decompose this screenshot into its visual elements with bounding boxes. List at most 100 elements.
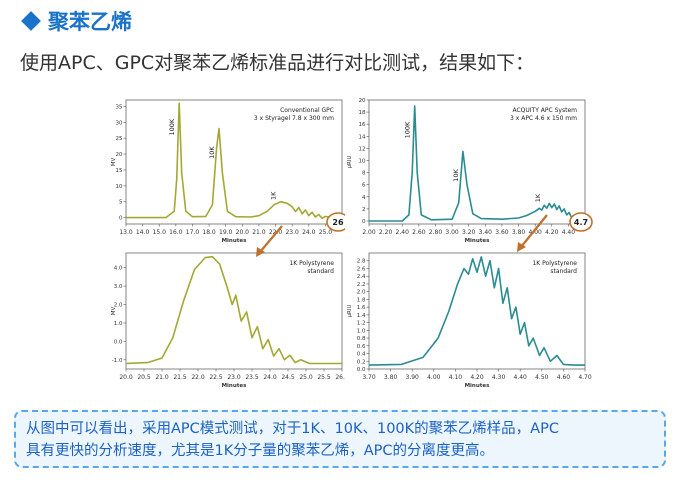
y-tick-label: 2.0 bbox=[114, 303, 123, 309]
run-time-badge bbox=[569, 212, 593, 232]
legend-entry: 1K Polystyrene bbox=[289, 260, 334, 267]
y-tick-label: 2.8 bbox=[357, 259, 366, 265]
y-axis-label: µRIU bbox=[347, 156, 353, 169]
x-tick-label: 2.20 bbox=[379, 229, 393, 236]
y-axis-label: µRIU bbox=[347, 305, 353, 318]
x-tick-label: 4.30 bbox=[492, 374, 506, 381]
y-tick-label: 2.0 bbox=[357, 290, 366, 296]
y-tick-label: 1.8 bbox=[357, 297, 366, 303]
gpc-full-chart: 13.014.015.016.017.018.019.020.021.022.0… bbox=[110, 96, 350, 248]
y-tick-label: 0.0 bbox=[357, 367, 366, 373]
y-tick-label: 3.0 bbox=[114, 284, 123, 290]
legend-entry: 1K Polystyrene bbox=[532, 260, 577, 267]
x-tick-label: 4.00 bbox=[427, 374, 441, 381]
x-tick-label: 21.0 bbox=[252, 229, 266, 236]
x-tick-label: 23.0 bbox=[227, 374, 241, 381]
y-tick-label: 2 bbox=[362, 207, 366, 213]
y-tick-label: 1.2 bbox=[357, 321, 366, 327]
x-tick-label: 17.0 bbox=[186, 229, 200, 236]
y-tick-label: 1.0 bbox=[114, 321, 123, 327]
y-tick-label: 2.6 bbox=[357, 266, 366, 272]
y-tick-label: 0 bbox=[119, 216, 123, 222]
y-tick-label: -1.0 bbox=[112, 358, 123, 364]
y-tick-label: 2.2 bbox=[357, 282, 366, 288]
zoom-arrow-apc bbox=[520, 214, 548, 248]
x-tick-label: 2.40 bbox=[396, 229, 410, 236]
zoom-arrowhead-gpc bbox=[256, 247, 265, 257]
x-tick-label: 21.0 bbox=[155, 374, 169, 381]
chromatogram-trace bbox=[368, 256, 585, 366]
x-axis-label: Minutes bbox=[465, 238, 491, 244]
y-tick-label: 35 bbox=[116, 104, 123, 110]
x-tick-label: 20.5 bbox=[137, 374, 151, 381]
y-tick-label: 0.4 bbox=[357, 352, 366, 358]
x-tick-label: 24.0 bbox=[302, 229, 316, 236]
legend-entry: ACQUITY APC System bbox=[512, 107, 577, 114]
x-axis-label: Minutes bbox=[222, 383, 248, 389]
chromatogram-trace bbox=[369, 105, 586, 222]
x-tick-label: 4.20 bbox=[470, 374, 484, 381]
x-tick-label: 26.0 bbox=[335, 374, 349, 381]
conclusion-line-2: 具有更快的分析速度，尤其是1K分子量的聚苯乙烯，APC的分离度更高。 bbox=[26, 443, 495, 459]
x-tick-label: 3.00 bbox=[445, 229, 459, 236]
x-axis-label: Minutes bbox=[465, 383, 491, 389]
x-tick-label: 3.80 bbox=[512, 229, 526, 236]
legend-entry: Conventional GPC bbox=[280, 107, 334, 114]
x-tick-label: 4.00 bbox=[528, 229, 542, 236]
y-tick-label: 1.4 bbox=[357, 313, 366, 319]
x-tick-label: 19.0 bbox=[219, 229, 233, 236]
legend-entry: standard bbox=[307, 268, 334, 275]
y-tick-label: 10 bbox=[116, 184, 123, 190]
x-tick-label: 16.0 bbox=[169, 229, 183, 236]
x-tick-label: 24.0 bbox=[263, 374, 277, 381]
x-tick-label: 25.5 bbox=[317, 374, 331, 381]
x-tick-label: 18.0 bbox=[202, 229, 216, 236]
x-tick-label: 4.40 bbox=[562, 229, 576, 236]
y-tick-label: 18 bbox=[359, 110, 366, 116]
zoom-arrowhead-apc bbox=[517, 242, 526, 252]
y-tick-label: 5 bbox=[119, 200, 123, 206]
gpc-1k-chart: 20.0 20.5 21.0 21.5 22.0 22.5 23.0 23.5 24.0 24.5… bbox=[110, 249, 350, 389]
y-axis-label: MV bbox=[111, 307, 117, 316]
legend-entry: standard bbox=[550, 268, 577, 275]
x-tick-label: 21.5 bbox=[173, 374, 187, 381]
y-tick-label: 0.8 bbox=[357, 336, 366, 342]
y-tick-label: 16 bbox=[359, 122, 366, 128]
x-tick-label: 3.90 bbox=[406, 374, 420, 381]
x-tick-label: 22.0 bbox=[191, 374, 205, 381]
x-tick-label: 20.0 bbox=[236, 229, 250, 236]
x-tick-label: 22.5 bbox=[209, 374, 223, 381]
apc-1k-chart: 3.70 3.80 3.90 4.00 4.10 4.20 4.30 4.40 4.50 4.60… bbox=[345, 249, 595, 389]
x-tick-label: 3.20 bbox=[462, 229, 476, 236]
x-tick-label: 4.40 bbox=[514, 374, 528, 381]
run-time-label: 26 bbox=[332, 218, 344, 227]
x-tick-label: 4.60 bbox=[557, 374, 571, 381]
run-time-label: 4.7 bbox=[574, 218, 588, 227]
y-tick-label: 30 bbox=[116, 120, 123, 126]
y-tick-label: 8 bbox=[362, 171, 366, 177]
peak-label: 100K bbox=[404, 121, 412, 138]
x-tick-label: 13.0 bbox=[119, 229, 133, 236]
peak-label: 10K bbox=[208, 146, 216, 159]
x-tick-label: 2.00 bbox=[362, 229, 376, 236]
x-tick-label: 14.0 bbox=[136, 229, 150, 236]
y-tick-label: 6 bbox=[362, 183, 366, 189]
x-tick-label: 3.40 bbox=[479, 229, 493, 236]
y-tick-label: 14 bbox=[359, 134, 366, 140]
x-tick-label: 4.10 bbox=[449, 374, 463, 381]
x-tick-label: 4.20 bbox=[545, 229, 559, 236]
y-tick-label: 10 bbox=[359, 158, 366, 164]
peak-label: 1K bbox=[534, 193, 542, 202]
y-tick-label: 0.2 bbox=[357, 359, 366, 365]
x-tick-label: 4.50 bbox=[535, 374, 549, 381]
legend-entry: 3 x Styragel 7.8 x 300 mm bbox=[254, 115, 334, 122]
x-tick-label: 15.0 bbox=[153, 229, 167, 236]
x-tick-label: 3.60 bbox=[495, 229, 509, 236]
x-tick-label: 23.5 bbox=[245, 374, 259, 381]
plot-frame bbox=[125, 252, 343, 370]
plot-frame bbox=[125, 99, 343, 225]
y-tick-label: 20 bbox=[359, 98, 366, 104]
x-tick-label: 25.0 bbox=[319, 229, 333, 236]
peak-label: 1K bbox=[270, 191, 278, 200]
zoom-arrow-gpc bbox=[259, 225, 283, 253]
